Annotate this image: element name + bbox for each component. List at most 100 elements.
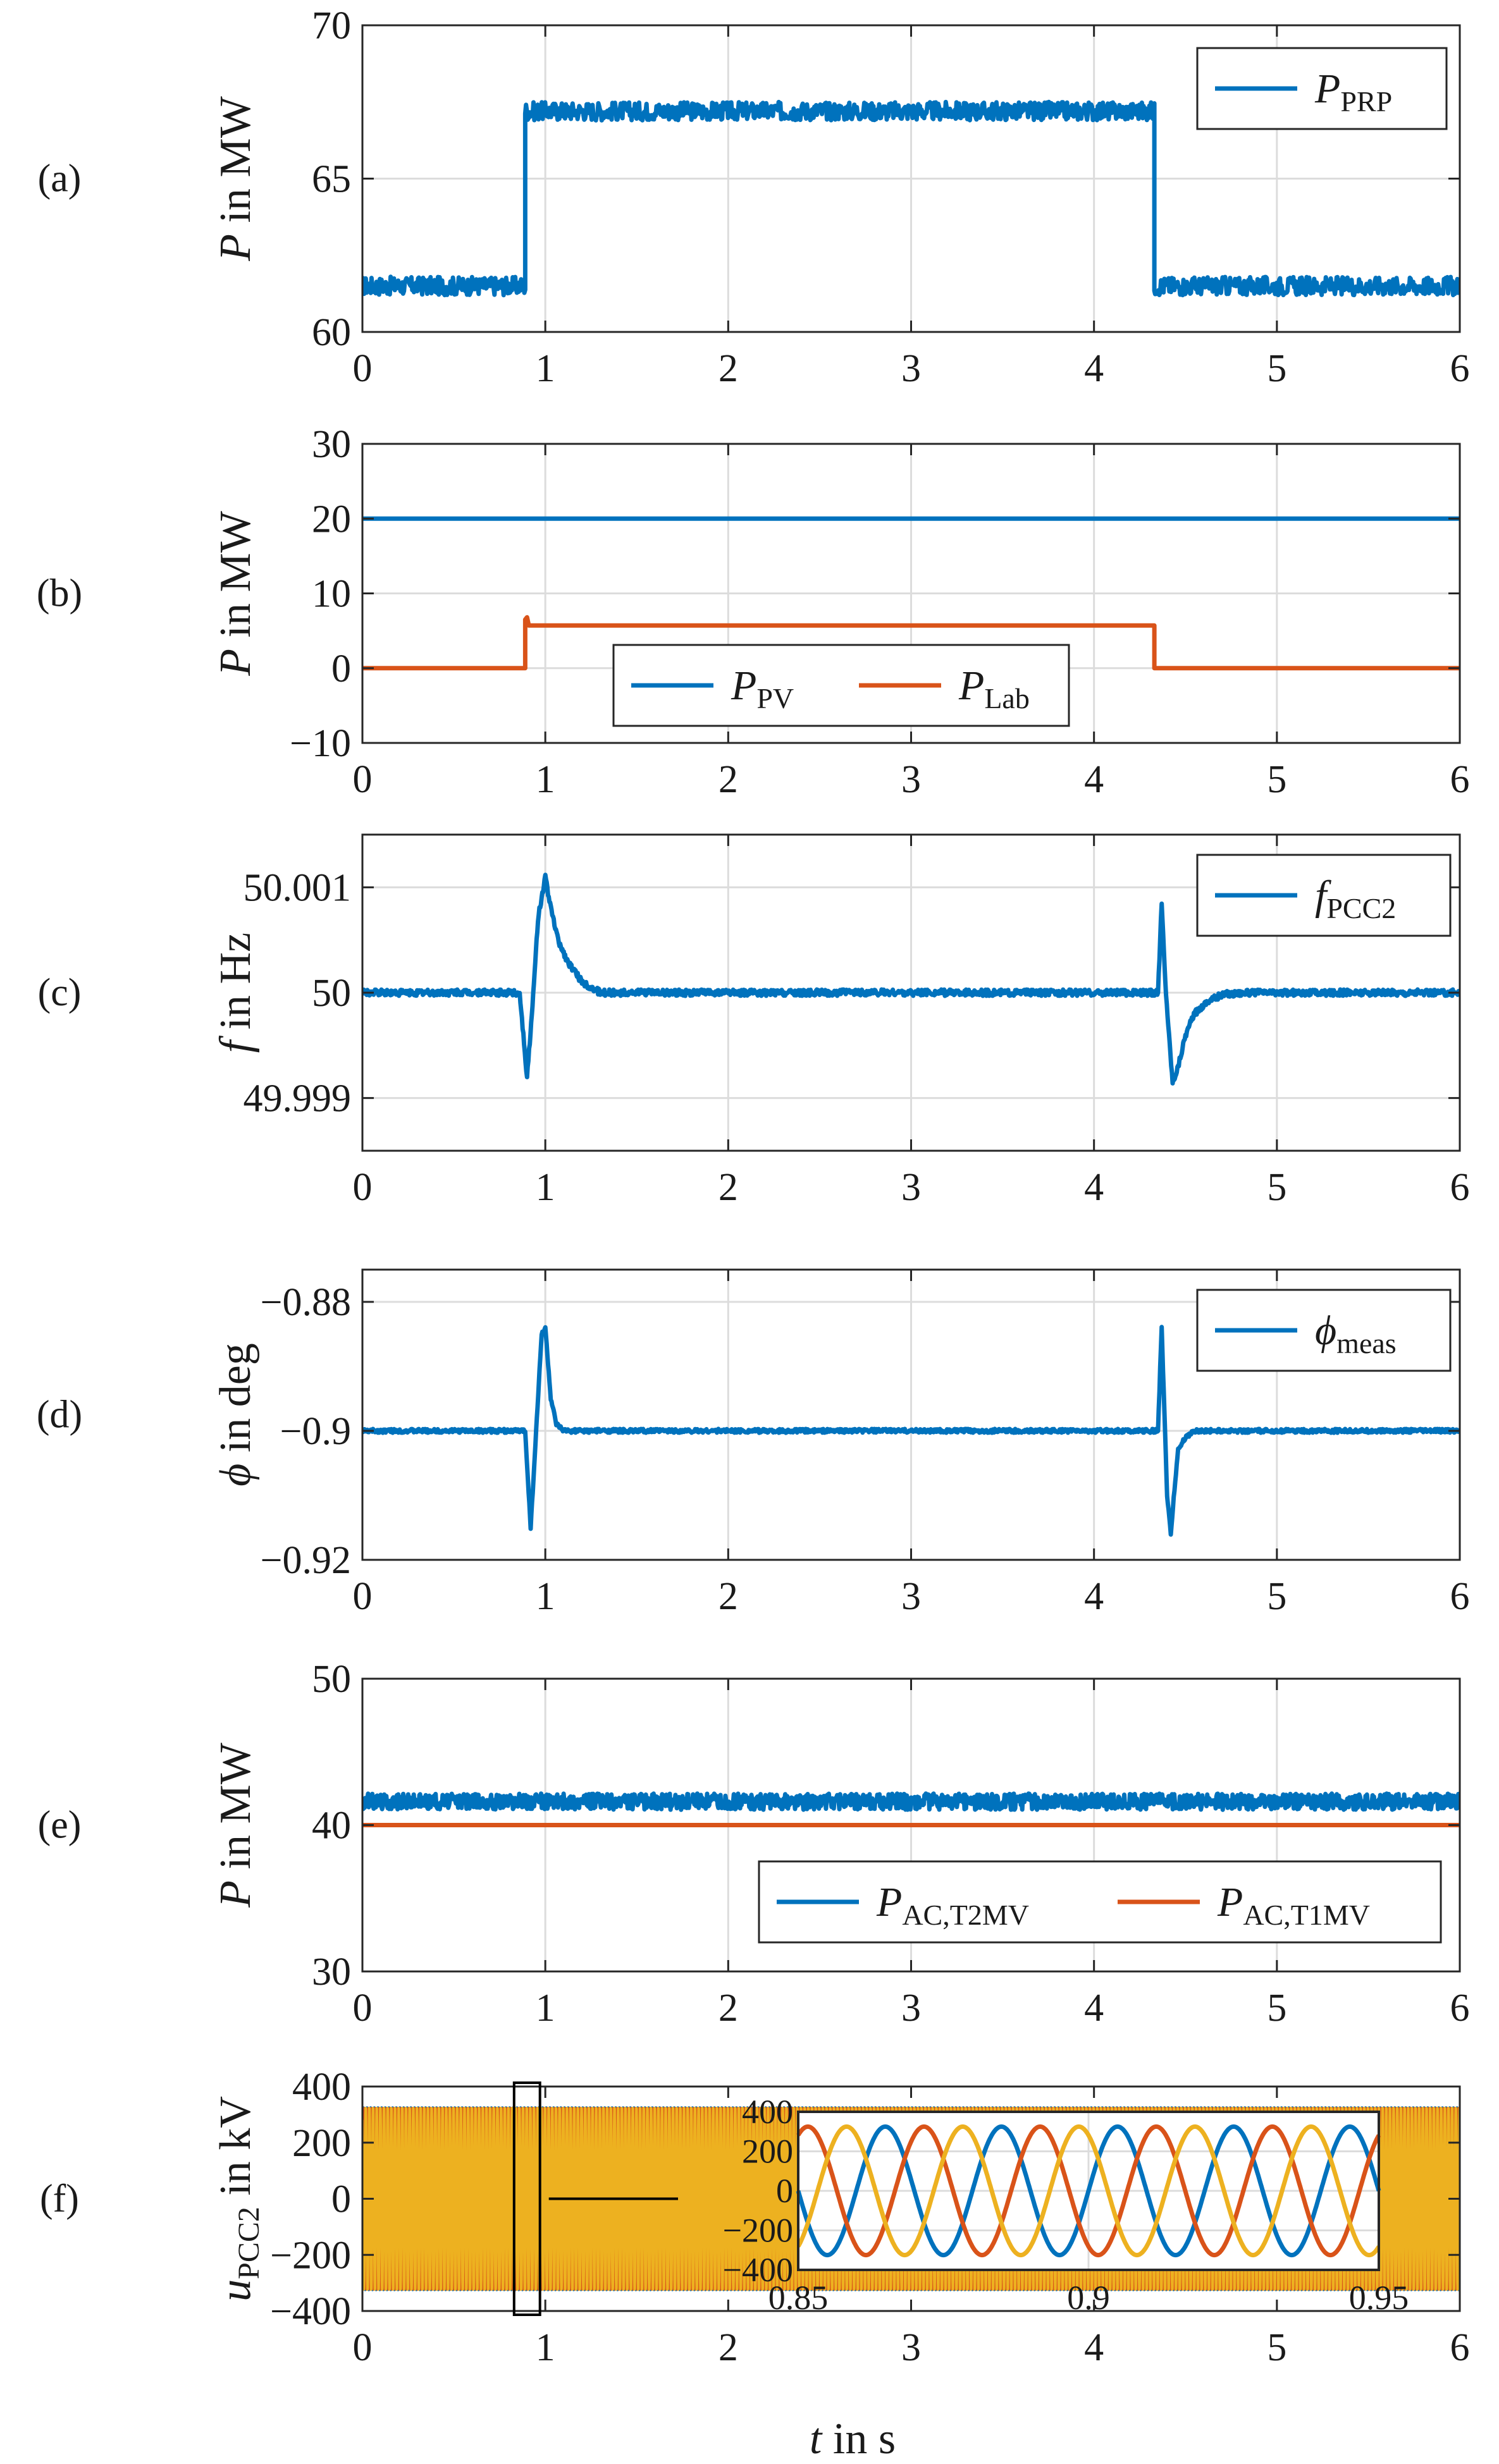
legend-entry-main: P bbox=[731, 663, 756, 709]
x-tick-label: 1 bbox=[536, 1575, 555, 1618]
y-tick-label: 50.001 bbox=[244, 866, 352, 909]
series-group bbox=[362, 1325, 1460, 1537]
series-group bbox=[362, 99, 1460, 298]
y-tick-label: 49.999 bbox=[244, 1077, 352, 1120]
panel-label: (b) bbox=[37, 572, 82, 615]
y-axis-label-variable: ϕ bbox=[211, 1464, 260, 1486]
legend-entry-subscript: AC,T2MV bbox=[902, 1899, 1029, 1931]
x-tick-label: 4 bbox=[1084, 1166, 1104, 1209]
panel-label: (d) bbox=[37, 1394, 82, 1437]
series-line-prp bbox=[362, 99, 1460, 298]
legend-entry: PAC,T2MV bbox=[876, 1879, 1029, 1931]
x-tick-label: 5 bbox=[1267, 758, 1286, 801]
legend-entry-subscript: AC,T1MV bbox=[1243, 1899, 1370, 1931]
x-axis-label-variable: t bbox=[810, 2415, 823, 2463]
legend: fPCC2 bbox=[1196, 854, 1452, 937]
x-tick-label: 0 bbox=[353, 1987, 373, 2030]
x-tick-label: 6 bbox=[1450, 1166, 1470, 1209]
panel-label: (e) bbox=[38, 1804, 82, 1847]
series-line-pcc2 bbox=[362, 873, 1460, 1086]
panel-label: (c) bbox=[38, 971, 82, 1014]
y-axis-label-unit: in MW bbox=[211, 96, 260, 234]
legend-entry: ϕmeas bbox=[1315, 1308, 1397, 1359]
y-axis-label: f in Hz bbox=[211, 933, 260, 1053]
inset-series-phase-c bbox=[796, 2124, 1381, 2258]
y-tick-label: 20 bbox=[312, 498, 351, 541]
x-tick-label: 0 bbox=[353, 1166, 373, 1209]
x-tick-label: 5 bbox=[1267, 1166, 1286, 1209]
x-tick-label: 6 bbox=[1450, 758, 1470, 801]
panel-label: (a) bbox=[38, 157, 82, 200]
x-tick-label: 3 bbox=[901, 1987, 921, 2030]
inset-y-tick-label: 400 bbox=[742, 2093, 793, 2131]
legend-entry: PPRP bbox=[1314, 66, 1392, 118]
x-tick-label: 3 bbox=[901, 1166, 921, 1209]
inset-series-phase-a bbox=[796, 2124, 1381, 2258]
y-tick-label: 50 bbox=[312, 1658, 351, 1701]
y-axis-label: ϕ in deg bbox=[211, 1343, 260, 1486]
legend-entry: PAC,T1MV bbox=[1217, 1879, 1370, 1931]
y-axis-label-unit: in MW bbox=[211, 1743, 260, 1880]
x-tick-label: 5 bbox=[1267, 347, 1286, 390]
y-tick-label: 400 bbox=[292, 2066, 351, 2109]
x-tick-label: 2 bbox=[719, 2326, 738, 2369]
legend: PAC,T2MV PAC,T1MV bbox=[758, 1860, 1442, 1944]
x-tick-label: 6 bbox=[1450, 2326, 1470, 2369]
y-axis-label-unit: in MW bbox=[211, 511, 260, 649]
x-tick-label: 3 bbox=[901, 1575, 921, 1618]
legend-box bbox=[758, 1860, 1442, 1944]
x-tick-label: 1 bbox=[536, 1987, 555, 2030]
y-axis-label-variable: P bbox=[211, 234, 260, 262]
legend-entry-subscript: PCC2 bbox=[1326, 892, 1396, 924]
x-tick-label: 2 bbox=[719, 1166, 738, 1209]
series-line-ac-t2mv bbox=[362, 1791, 1460, 1812]
y-tick-label: 30 bbox=[312, 423, 351, 466]
y-axis-label-variable: P bbox=[211, 1880, 260, 1908]
x-tick-label: 4 bbox=[1084, 1987, 1104, 2030]
inset-y-tick-label: 0 bbox=[776, 2172, 793, 2210]
x-tick-label: 2 bbox=[719, 1575, 738, 1618]
y-tick-label: 10 bbox=[312, 573, 351, 616]
y-axis-label: P in MW bbox=[211, 511, 260, 677]
x-tick-label: 6 bbox=[1450, 347, 1470, 390]
x-tick-label: 3 bbox=[901, 758, 921, 801]
legend: PPV PLab bbox=[612, 644, 1070, 727]
legend-entry-subscript: meas bbox=[1336, 1327, 1397, 1359]
y-axis-label-variable: P bbox=[211, 649, 260, 677]
series-line-meas bbox=[362, 1325, 1460, 1537]
x-tick-label: 1 bbox=[536, 2326, 555, 2369]
inset-box bbox=[797, 2111, 1380, 2271]
inset-x-tick-label: 0.9 bbox=[1067, 2279, 1110, 2317]
x-axis-label-unit: in s bbox=[822, 2415, 896, 2463]
y-tick-label: 30 bbox=[312, 1951, 351, 1994]
y-tick-label: −400 bbox=[270, 2290, 351, 2333]
y-tick-label: 0 bbox=[331, 647, 351, 690]
y-axis-label-unit: in deg bbox=[211, 1343, 260, 1464]
x-tick-label: 6 bbox=[1450, 1987, 1470, 2030]
legend-entry: PLab bbox=[958, 663, 1030, 714]
x-tick-label: 2 bbox=[719, 758, 738, 801]
x-tick-label: 3 bbox=[901, 347, 921, 390]
x-tick-label: 5 bbox=[1267, 1987, 1286, 2030]
legend-box bbox=[1196, 47, 1448, 130]
y-tick-label: 65 bbox=[312, 158, 351, 201]
y-tick-label: 50 bbox=[312, 972, 351, 1015]
x-tick-label: 1 bbox=[536, 347, 555, 390]
legend: PPRP bbox=[1196, 47, 1448, 130]
zoom-window-box bbox=[512, 2081, 541, 2316]
inset-y-tick-label: 200 bbox=[742, 2133, 793, 2171]
y-tick-label: −0.88 bbox=[261, 1281, 351, 1324]
x-tick-label: 2 bbox=[719, 1987, 738, 2030]
y-axis-label: P in MW bbox=[211, 1743, 260, 1908]
inset-series-phase-b bbox=[796, 2124, 1381, 2258]
panel-label: (f) bbox=[40, 2178, 79, 2221]
y-axis-label-unit: in Hz bbox=[211, 933, 260, 1041]
legend-entry-subscript: PRP bbox=[1340, 85, 1392, 118]
y-tick-label: 60 bbox=[312, 311, 351, 354]
x-tick-label: 1 bbox=[536, 1166, 555, 1209]
y-axis-label: uPCC2 in kV bbox=[211, 2096, 266, 2302]
x-tick-label: 0 bbox=[353, 758, 373, 801]
